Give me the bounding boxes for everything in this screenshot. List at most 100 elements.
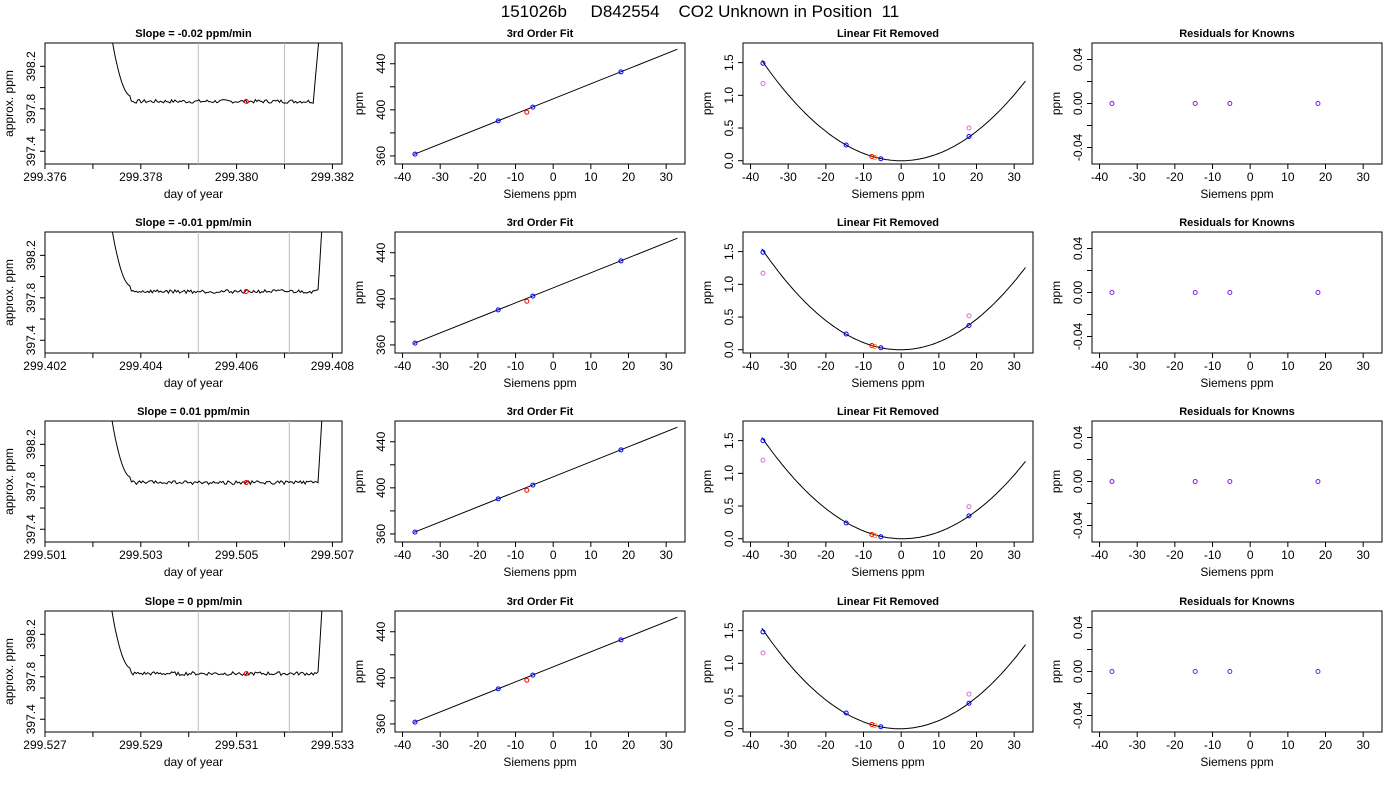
- y-axis-label: approx. ppm: [2, 448, 16, 515]
- x-tick-label: -10: [1204, 738, 1222, 752]
- x-tick-label: -20: [469, 170, 487, 184]
- x-tick-label: 10: [584, 170, 598, 184]
- y-axis-label: ppm: [700, 92, 714, 115]
- unknown-marker: [243, 98, 249, 104]
- x-tick-label: -10: [507, 359, 525, 373]
- y-tick-label: 0.0: [722, 341, 736, 358]
- x-tick-label: 0: [550, 548, 557, 562]
- known-point: [495, 307, 501, 313]
- unknown-marker: [243, 288, 249, 294]
- x-tick-label: 30: [1356, 738, 1370, 752]
- y-tick-label: 0.04: [1071, 615, 1085, 639]
- x-tick-label: 299.380: [215, 170, 259, 184]
- y-tick-label: 400: [374, 100, 388, 120]
- known-point: [760, 60, 766, 66]
- x-tick-label: -20: [1166, 170, 1184, 184]
- x-tick-label: -20: [817, 359, 835, 373]
- x-tick-label: 30: [1007, 170, 1021, 184]
- residual-point: [1192, 290, 1198, 295]
- unknown-point: [872, 532, 878, 538]
- chart-panel: 3rd Order Fit Siemens ppm ppm -40 -30 -20 -10 0…: [352, 596, 686, 769]
- y-tick-label: -0.04: [1071, 512, 1085, 540]
- y-tick-label: 397.4: [24, 704, 38, 734]
- x-tick-label: 0: [550, 359, 557, 373]
- x-tick-label: 299.507: [311, 548, 355, 562]
- known-point: [618, 447, 624, 453]
- x-tick-label: 20: [970, 170, 984, 184]
- known-point: [878, 156, 884, 162]
- x-tick-label: 0: [898, 170, 905, 184]
- y-tick-label: 0.00: [1071, 469, 1085, 493]
- x-tick-label: 20: [1319, 359, 1333, 373]
- x-tick-label: 0: [898, 738, 905, 752]
- trace-line: [112, 43, 320, 104]
- x-tick-label: 20: [970, 738, 984, 752]
- x-tick-label: -40: [1091, 548, 1109, 562]
- x-tick-label: -20: [817, 548, 835, 562]
- unknown-point-raw: [869, 153, 875, 159]
- trace-line: [111, 611, 323, 677]
- x-tick-label: -10: [1204, 548, 1222, 562]
- trace-line: [111, 232, 323, 295]
- x-tick-label: -40: [742, 170, 760, 184]
- known-point: [843, 520, 849, 526]
- y-tick-label: 440: [374, 621, 388, 641]
- x-tick-label: -30: [432, 548, 450, 562]
- panel-title: Linear Fit Removed: [837, 406, 939, 418]
- y-axis-label: ppm: [352, 281, 366, 304]
- chart-panel: 3rd Order Fit Siemens ppm ppm -40 -30 -20 -10 0…: [352, 28, 686, 201]
- known-point: [412, 719, 418, 725]
- x-tick-label: -30: [1129, 548, 1147, 562]
- unknown-point: [872, 343, 878, 349]
- y-tick-label: 0.5: [722, 308, 736, 325]
- x-tick-label: -30: [780, 548, 798, 562]
- plot-area: [1109, 290, 1321, 295]
- x-tick-label: 299.402: [23, 359, 67, 373]
- x-tick-label: 10: [584, 359, 598, 373]
- panel-title: Linear Fit Removed: [837, 596, 939, 608]
- x-tick-label: 299.503: [119, 548, 163, 562]
- y-tick-label: 1.5: [722, 432, 736, 449]
- fit-line: [413, 48, 678, 155]
- x-tick-label: 30: [659, 170, 673, 184]
- fit-line: [413, 237, 678, 344]
- residual-point: [1315, 669, 1321, 674]
- panel-title: Slope = 0.01 ppm/min: [137, 406, 250, 418]
- plot-frame: [742, 610, 1034, 733]
- chart-panel: Linear Fit Removed Siemens ppm ppm -40 -30 -2…: [700, 217, 1034, 390]
- x-tick-label: -30: [1129, 738, 1147, 752]
- plot-area: [412, 48, 678, 157]
- y-tick-label: 397.4: [24, 136, 38, 166]
- x-axis-label: Siemens ppm: [851, 565, 924, 579]
- linear-known-point: [966, 691, 972, 697]
- linear-known-point: [760, 650, 766, 656]
- x-tick-label: 20: [622, 738, 636, 752]
- panel-title: Residuals for Knowns: [1179, 28, 1295, 40]
- x-tick-label: 0: [550, 170, 557, 184]
- panel-title: 3rd Order Fit: [507, 406, 574, 418]
- residual-point: [1315, 101, 1321, 106]
- residual-point: [1109, 479, 1115, 484]
- y-tick-label: 1.5: [722, 622, 736, 639]
- known-point: [878, 345, 884, 351]
- plot-frame: [1091, 610, 1383, 733]
- x-tick-label: 30: [1007, 738, 1021, 752]
- plot-frame: [394, 610, 686, 733]
- y-axis-label: ppm: [1049, 470, 1063, 493]
- unknown-point: [872, 722, 878, 728]
- chart-panel: Linear Fit Removed Siemens ppm ppm -40 -30 -2…: [700, 28, 1034, 201]
- y-tick-label: 0.04: [1071, 47, 1085, 71]
- x-axis-label: Siemens ppm: [1200, 187, 1273, 201]
- x-axis-label: Siemens ppm: [851, 755, 924, 769]
- y-tick-label: 0.04: [1071, 425, 1085, 449]
- y-tick-label: 400: [374, 478, 388, 498]
- x-tick-label: 299.501: [23, 548, 67, 562]
- plot-frame: [44, 231, 343, 354]
- x-tick-label: -10: [507, 548, 525, 562]
- plot-frame: [44, 610, 343, 733]
- trace-line: [111, 421, 323, 486]
- x-tick-label: -30: [1129, 170, 1147, 184]
- x-tick-label: 30: [659, 548, 673, 562]
- x-tick-label: -20: [469, 548, 487, 562]
- x-axis-label: Siemens ppm: [1200, 376, 1273, 390]
